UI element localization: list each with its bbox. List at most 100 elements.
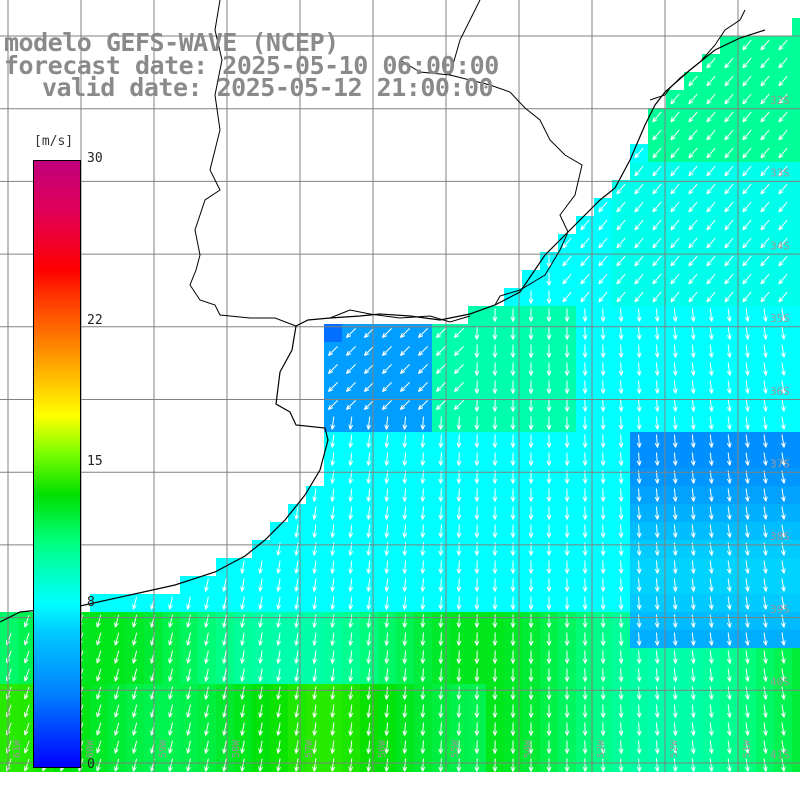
wind-arrow — [528, 362, 534, 376]
wind-arrow — [616, 291, 626, 303]
wind-arrow — [670, 201, 680, 213]
wind-arrow — [618, 362, 624, 376]
wind-arrow — [672, 560, 678, 574]
wind-arrow — [438, 524, 444, 538]
lon-label: 56W — [377, 739, 388, 758]
wind-arrow — [510, 632, 516, 646]
lon-label: 55W — [450, 739, 461, 758]
wind-arrow — [600, 668, 606, 682]
wind-cell — [792, 288, 800, 307]
wind-cell — [0, 612, 19, 631]
wind-arrow — [652, 147, 662, 159]
wind-arrow — [312, 740, 318, 754]
wind-arrow — [348, 560, 354, 574]
wind-arrow — [616, 237, 626, 249]
wind-arrow — [582, 632, 588, 646]
wind-arrow — [186, 668, 191, 682]
wind-arrow — [510, 614, 516, 628]
lat-label: 40S — [770, 676, 790, 689]
wind-arrow — [204, 614, 209, 628]
wind-arrow — [580, 273, 590, 285]
wind-arrow — [258, 650, 263, 664]
wind-arrow — [96, 758, 102, 772]
wind-arrow — [688, 201, 698, 213]
wind-cell — [792, 738, 800, 757]
wind-arrow — [564, 452, 570, 466]
wind-arrow — [420, 704, 426, 718]
wind-cell — [90, 594, 109, 613]
colorbar-unit: [m/s] — [34, 134, 74, 149]
river-plate-coast — [189, 269, 297, 327]
wind-arrow — [366, 434, 372, 448]
wind-arrow — [294, 560, 300, 574]
wind-arrow — [670, 219, 680, 231]
wind-arrow — [618, 704, 624, 718]
wind-arrow — [384, 452, 390, 466]
colorbar-tick-15: 15 — [87, 454, 103, 469]
wind-arrow — [634, 255, 644, 267]
wind-arrow — [670, 111, 680, 123]
wind-arrow — [618, 560, 624, 574]
wind-arrow — [780, 668, 786, 682]
wind-arrow — [636, 344, 642, 358]
wind-arrow — [330, 506, 336, 520]
wind-arrow — [582, 344, 588, 358]
wind-arrow — [420, 596, 426, 610]
wind-arrow — [492, 326, 498, 340]
wind-arrow — [168, 722, 174, 736]
wind-cell — [216, 558, 235, 577]
wind-arrow — [132, 686, 138, 700]
wind-arrow — [670, 255, 680, 267]
wind-cell — [792, 756, 800, 775]
wind-arrow — [528, 380, 534, 394]
wind-arrow — [114, 722, 120, 736]
wind-cell — [792, 684, 800, 703]
wind-arrow — [598, 291, 608, 303]
wind-arrow — [240, 650, 245, 664]
wind-arrow — [616, 219, 626, 231]
wind-arrow — [276, 722, 282, 736]
wind-cell — [792, 144, 800, 163]
coastline-north — [649, 9, 746, 101]
wind-arrow — [706, 255, 716, 267]
wind-arrow — [186, 758, 191, 772]
wind-arrow — [744, 650, 750, 664]
wind-cell — [792, 594, 800, 613]
wind-arrow — [546, 668, 552, 682]
wind-arrow — [708, 506, 714, 520]
wind-arrow — [363, 400, 374, 411]
wind-arrow — [670, 273, 680, 285]
lon-label: 52W — [669, 739, 680, 758]
wind-arrow — [240, 722, 245, 736]
wind-arrow — [402, 506, 408, 520]
wind-arrow — [417, 364, 428, 375]
wind-arrow — [327, 346, 338, 357]
wind-arrow — [474, 578, 480, 592]
wind-arrow — [708, 380, 714, 394]
wind-arrow — [294, 506, 300, 520]
wind-arrow — [600, 758, 606, 772]
wind-arrow — [348, 650, 354, 664]
wind-arrow — [132, 758, 138, 772]
wind-arrow — [330, 596, 336, 610]
wind-arrow — [582, 362, 588, 376]
wind-arrow — [778, 39, 788, 51]
wind-arrow — [258, 596, 263, 610]
wind-arrow — [132, 668, 138, 682]
wind-arrow — [492, 668, 498, 682]
wind-arrow — [510, 560, 516, 574]
wind-arrow — [564, 416, 570, 430]
wind-arrow — [672, 596, 678, 610]
wind-arrow — [474, 632, 480, 646]
wind-arrow — [24, 704, 30, 718]
wind-arrow — [24, 758, 30, 772]
wind-arrow — [438, 614, 444, 628]
wind-arrow — [688, 129, 698, 141]
wind-cell — [270, 522, 289, 541]
wind-arrow — [402, 416, 408, 430]
wind-arrow — [690, 632, 696, 646]
wind-arrow — [690, 434, 696, 448]
wind-arrow — [453, 382, 464, 393]
wind-arrow — [688, 255, 698, 267]
wind-arrow — [672, 380, 678, 394]
